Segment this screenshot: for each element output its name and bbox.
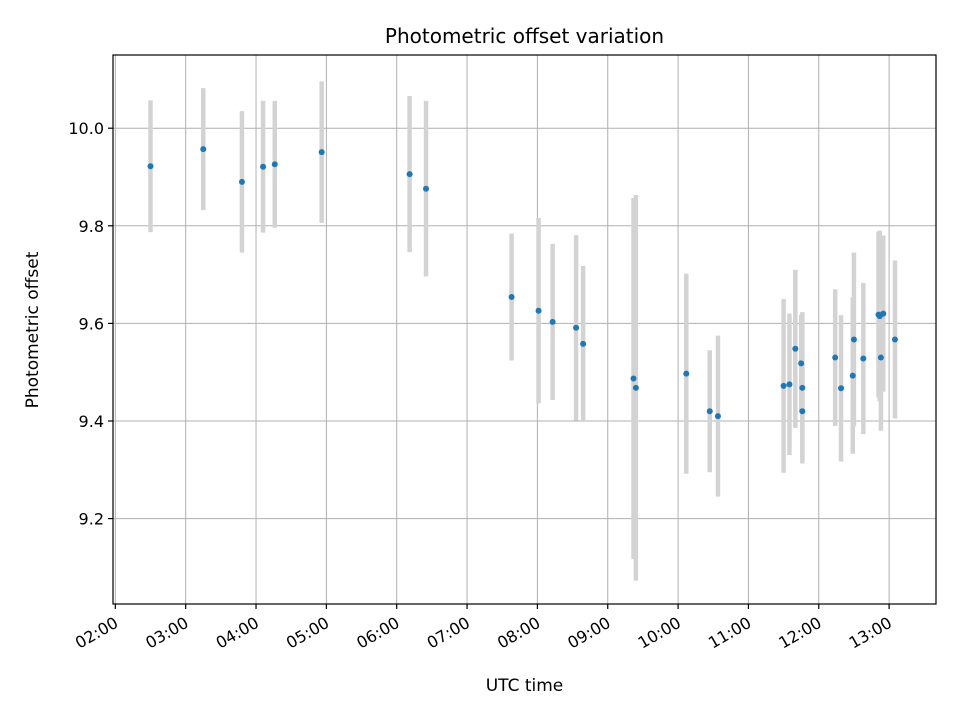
data-point (714, 413, 721, 420)
data-point (238, 178, 245, 185)
chart-title: Photometric offset variation (385, 24, 664, 48)
data-point (706, 408, 713, 415)
plot-frame (112, 54, 937, 605)
data-point (838, 385, 845, 392)
data-point (877, 354, 884, 361)
data-point (632, 384, 639, 391)
data-point (406, 171, 413, 178)
data-point (860, 355, 867, 362)
data-point (786, 381, 793, 388)
data-point (549, 318, 556, 325)
data-point (798, 360, 805, 367)
data-point (535, 307, 542, 314)
data-point (683, 370, 690, 377)
data-point (799, 408, 806, 415)
grid (113, 55, 936, 604)
y-tick-label: 9.6 (79, 314, 104, 333)
y-tick-label: 9.4 (79, 412, 104, 431)
data-point (271, 161, 278, 168)
data-point (891, 336, 898, 343)
data-point (200, 146, 207, 153)
data-point (792, 345, 799, 352)
data-point (630, 375, 637, 382)
x-axis-title: UTC time (486, 676, 564, 696)
data-point (850, 336, 857, 343)
data-point (580, 340, 587, 347)
data-points (147, 146, 898, 420)
data-point (573, 324, 580, 331)
data-point (780, 382, 787, 389)
data-point (880, 310, 887, 317)
data-point (799, 384, 806, 391)
data-point (423, 185, 430, 192)
data-point (849, 372, 856, 379)
y-axis-ticks: 9.2 9.4 9.6 9.8 10.0 (68, 119, 113, 529)
y-tick-label: 9.2 (79, 510, 104, 529)
data-point (508, 294, 515, 301)
y-axis-title: Photometric offset (23, 251, 43, 408)
data-point (318, 149, 325, 156)
data-point (147, 163, 154, 170)
y-tick-label: 9.8 (79, 217, 104, 236)
data-point (260, 163, 267, 170)
data-point (832, 354, 839, 361)
y-tick-label: 10.0 (68, 119, 104, 138)
